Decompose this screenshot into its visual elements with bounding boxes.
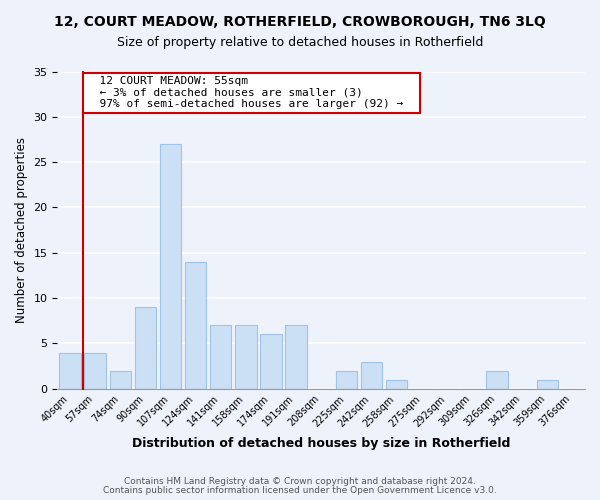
Bar xyxy=(260,334,281,389)
Text: Contains HM Land Registry data © Crown copyright and database right 2024.: Contains HM Land Registry data © Crown c… xyxy=(124,477,476,486)
Bar xyxy=(210,326,232,389)
Bar xyxy=(59,352,80,389)
Bar xyxy=(110,370,131,389)
Bar xyxy=(536,380,558,389)
Text: 12, COURT MEADOW, ROTHERFIELD, CROWBOROUGH, TN6 3LQ: 12, COURT MEADOW, ROTHERFIELD, CROWBOROU… xyxy=(54,15,546,29)
Y-axis label: Number of detached properties: Number of detached properties xyxy=(15,137,28,323)
Bar xyxy=(160,144,181,389)
Bar xyxy=(85,352,106,389)
Bar xyxy=(335,370,357,389)
Bar xyxy=(361,362,382,389)
Bar xyxy=(386,380,407,389)
X-axis label: Distribution of detached houses by size in Rotherfield: Distribution of detached houses by size … xyxy=(132,437,511,450)
Bar xyxy=(286,326,307,389)
Bar xyxy=(134,307,156,389)
Text: Size of property relative to detached houses in Rotherfield: Size of property relative to detached ho… xyxy=(117,36,483,49)
Bar xyxy=(235,326,257,389)
Text: Contains public sector information licensed under the Open Government Licence v3: Contains public sector information licen… xyxy=(103,486,497,495)
Bar xyxy=(185,262,206,389)
Bar xyxy=(487,370,508,389)
Text: 12 COURT MEADOW: 55sqm
  ← 3% of detached houses are smaller (3)
  97% of semi-d: 12 COURT MEADOW: 55sqm ← 3% of detached … xyxy=(86,76,417,109)
